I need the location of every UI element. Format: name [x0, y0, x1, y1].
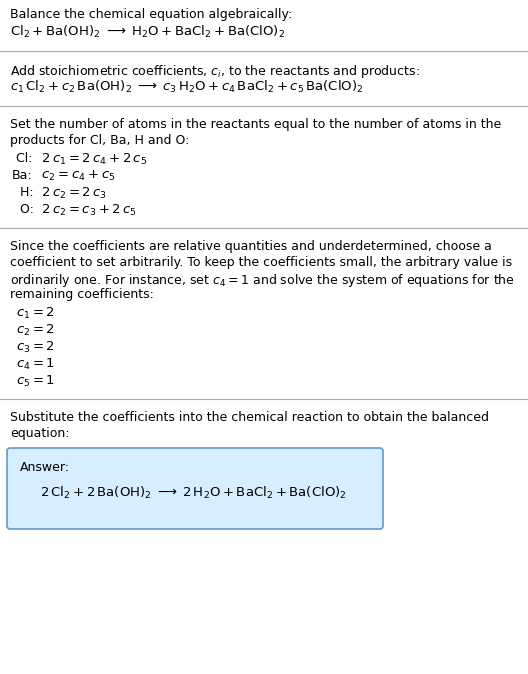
Text: products for Cl, Ba, H and O:: products for Cl, Ba, H and O:: [10, 134, 190, 147]
Text: $2\,\mathrm{Cl_2} + 2\,\mathrm{Ba(OH)_2} \;\longrightarrow\; 2\,\mathrm{H_2O} + : $2\,\mathrm{Cl_2} + 2\,\mathrm{Ba(OH)_2}…: [40, 485, 347, 501]
Text: $c_5 = 1$: $c_5 = 1$: [16, 374, 55, 389]
Text: $\;c_2 = c_4 + c_5$: $\;c_2 = c_4 + c_5$: [38, 169, 116, 183]
Text: H:: H:: [12, 186, 34, 199]
Text: Cl:: Cl:: [12, 152, 33, 165]
Text: coefficient to set arbitrarily. To keep the coefficients small, the arbitrary va: coefficient to set arbitrarily. To keep …: [10, 256, 512, 269]
FancyBboxPatch shape: [7, 448, 383, 529]
Text: Add stoichiometric coefficients, $c_i$, to the reactants and products:: Add stoichiometric coefficients, $c_i$, …: [10, 63, 420, 80]
Text: $\mathrm{Cl_2 + Ba(OH)_2 \;\longrightarrow\; H_2O + BaCl_2 + Ba(ClO)_2}$: $\mathrm{Cl_2 + Ba(OH)_2 \;\longrightarr…: [10, 24, 285, 40]
Text: Answer:: Answer:: [20, 461, 70, 474]
Text: Since the coefficients are relative quantities and underdetermined, choose a: Since the coefficients are relative quan…: [10, 240, 492, 253]
Text: Set the number of atoms in the reactants equal to the number of atoms in the: Set the number of atoms in the reactants…: [10, 118, 501, 131]
Text: remaining coefficients:: remaining coefficients:: [10, 288, 154, 301]
Text: $c_4 = 1$: $c_4 = 1$: [16, 357, 55, 372]
Text: $c_1 = 2$: $c_1 = 2$: [16, 306, 55, 321]
Text: Ba:: Ba:: [12, 169, 33, 182]
Text: Substitute the coefficients into the chemical reaction to obtain the balanced: Substitute the coefficients into the che…: [10, 411, 489, 424]
Text: O:: O:: [12, 203, 34, 216]
Text: Balance the chemical equation algebraically:: Balance the chemical equation algebraica…: [10, 8, 293, 21]
Text: $c_1\,\mathrm{Cl_2} + c_2\,\mathrm{Ba(OH)_2} \;\longrightarrow\; c_3\,\mathrm{H_: $c_1\,\mathrm{Cl_2} + c_2\,\mathrm{Ba(OH…: [10, 79, 363, 95]
Text: $c_2 = 2$: $c_2 = 2$: [16, 323, 55, 338]
Text: $c_3 = 2$: $c_3 = 2$: [16, 340, 55, 355]
Text: ordinarily one. For instance, set $c_4 = 1$ and solve the system of equations fo: ordinarily one. For instance, set $c_4 =…: [10, 272, 515, 289]
Text: $\;2\,c_2 = c_3 + 2\,c_5$: $\;2\,c_2 = c_3 + 2\,c_5$: [38, 203, 137, 218]
Text: $\;2\,c_1 = 2\,c_4 + 2\,c_5$: $\;2\,c_1 = 2\,c_4 + 2\,c_5$: [38, 152, 147, 167]
Text: $\;2\,c_2 = 2\,c_3$: $\;2\,c_2 = 2\,c_3$: [38, 186, 107, 201]
Text: equation:: equation:: [10, 427, 70, 440]
